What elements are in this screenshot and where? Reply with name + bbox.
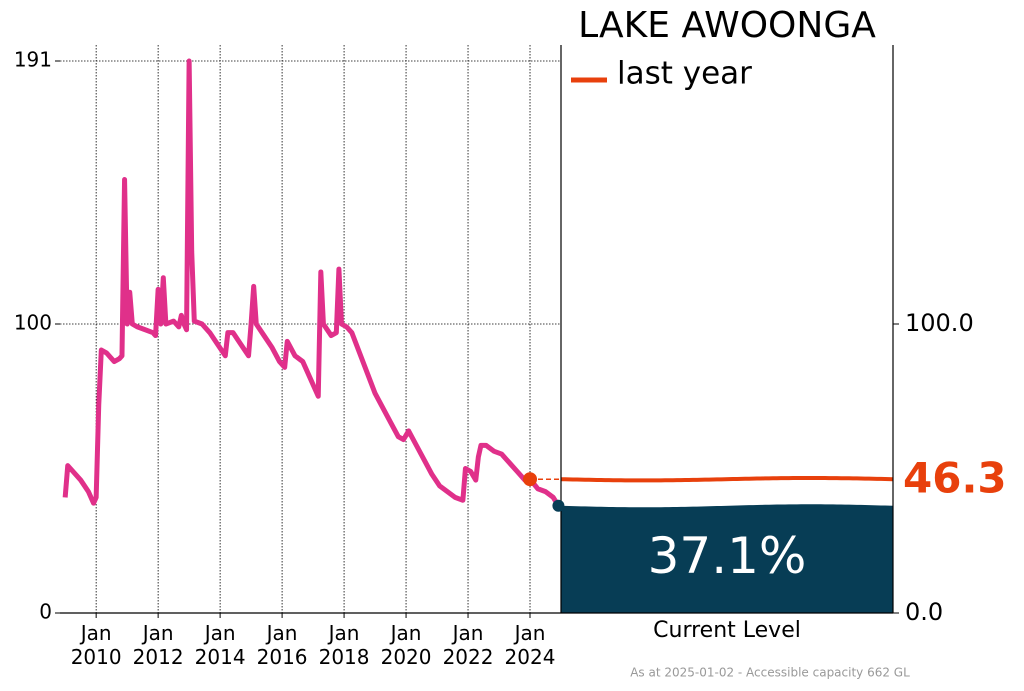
y2-tick-label: 100.0 [905,309,974,337]
y2-tick-label: 0.0 [905,598,943,626]
current-point [552,499,565,512]
current-label: Current Level [653,618,801,643]
last-year-line [560,475,894,483]
x-tick-label: Jan 2012 [132,621,184,669]
x-tick-label: Jan 2016 [256,621,308,669]
current-level-bar [561,504,893,613]
chart-title: LAKE AWOONGA [578,5,876,46]
x-tick-label: Jan 2020 [380,621,432,669]
y-tick-label: 0 [39,600,52,624]
x-tick-label: Jan 2014 [194,621,246,669]
level-line [62,58,561,508]
y-tick-label: 191 [14,48,52,72]
x-tick-label: Jan 2024 [504,621,556,669]
last-year-point [523,472,538,487]
x-tick-label: Jan 2018 [318,621,370,669]
last-year-value: 46.3 [903,454,1007,503]
x-tick-label: Jan 2022 [442,621,494,669]
y-tick-label: 100 [14,310,52,334]
x-tick-label: Jan 2010 [70,621,122,669]
current-value-label: 37.1% [648,527,807,585]
footnote: As at 2025-01-02 - Accessible capacity 6… [630,666,910,680]
legend-label: last year [617,56,752,92]
